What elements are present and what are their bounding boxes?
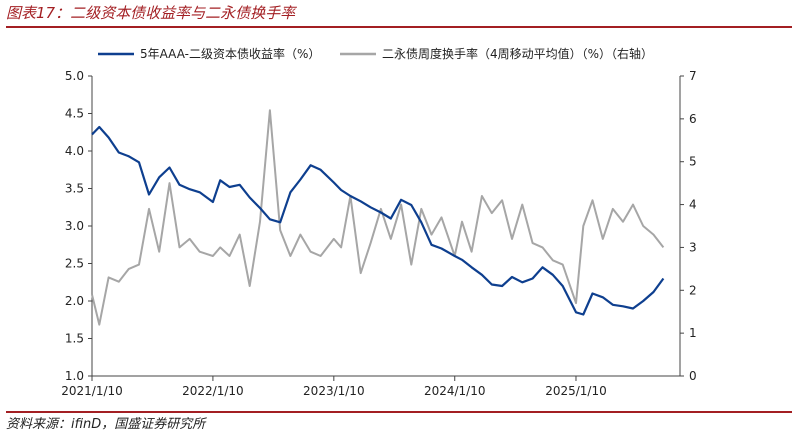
right-axis-tick-label: 3	[689, 240, 697, 254]
x-axis-tick-label: 2023/1/10	[303, 384, 365, 398]
legend-label-turnover: 二永债周度换手率（4周移动平均值）（%）（右轴）	[382, 46, 653, 61]
right-axis-tick-label: 2	[689, 283, 697, 297]
left-axis-tick-label: 3.5	[65, 182, 84, 196]
chart-title: 图表17：二级资本债收益率与二永债换手率	[6, 4, 296, 22]
left-axis-tick-label: 1.5	[65, 332, 84, 346]
left-axis-tick-label: 3.0	[65, 219, 84, 233]
left-axis-tick-label: 4.0	[65, 144, 84, 158]
source-footer: 资料来源：ifinD，国盛证券研究所	[6, 411, 792, 439]
left-axis-tick-label: 5.0	[65, 69, 84, 83]
chart-title-bar: 图表17：二级资本债收益率与二永债换手率	[6, 2, 792, 28]
right-axis-tick-label: 6	[689, 112, 697, 126]
legend-label-yield: 5年AAA-二级资本债收益率（%）	[140, 46, 320, 61]
right-axis-tick-label: 7	[689, 69, 697, 83]
x-axis-tick-label: 2025/1/10	[545, 384, 607, 398]
yield-series-line	[91, 125, 665, 316]
right-axis-tick-label: 5	[689, 155, 697, 169]
left-axis-tick-label: 4.5	[65, 107, 84, 121]
right-axis-tick-label: 4	[689, 198, 697, 212]
right-axis-tick-label: 0	[689, 369, 697, 383]
dual-axis-line-chart: 1.0 1.5 2.0 2.5 3.0 3.5 4.0 4.5 5.0 0 1 2 3 4 5 6 7 2021/…	[61, 46, 697, 398]
left-axis-tick-label: 2.0	[65, 294, 84, 308]
turnover-series-line	[91, 109, 665, 326]
left-axis-tick-label: 1.0	[65, 369, 84, 383]
x-axis-tick-label: 2022/1/10	[182, 384, 244, 398]
source-note: 资料来源：ifinD，国盛证券研究所	[6, 417, 206, 432]
right-axis-tick-label: 1	[689, 326, 697, 340]
x-axis-tick-label: 2021/1/10	[61, 384, 123, 398]
x-axis-tick-label: 2024/1/10	[424, 384, 486, 398]
left-axis-tick-label: 2.5	[65, 257, 84, 271]
